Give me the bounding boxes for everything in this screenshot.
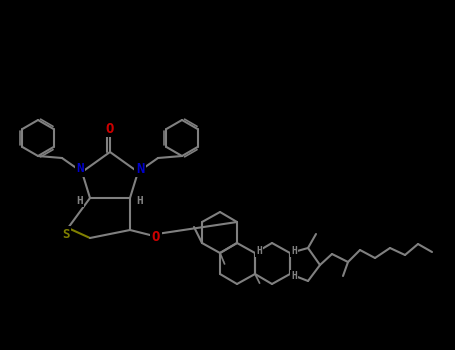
Text: S: S (62, 228, 70, 240)
Text: H: H (136, 196, 143, 206)
Text: H: H (291, 246, 297, 256)
Text: H: H (256, 246, 262, 256)
Text: H: H (76, 196, 83, 206)
Text: N: N (136, 162, 144, 176)
Text: N: N (76, 162, 84, 175)
Text: O: O (106, 122, 114, 136)
Text: H: H (291, 271, 297, 281)
Text: O: O (152, 230, 160, 244)
